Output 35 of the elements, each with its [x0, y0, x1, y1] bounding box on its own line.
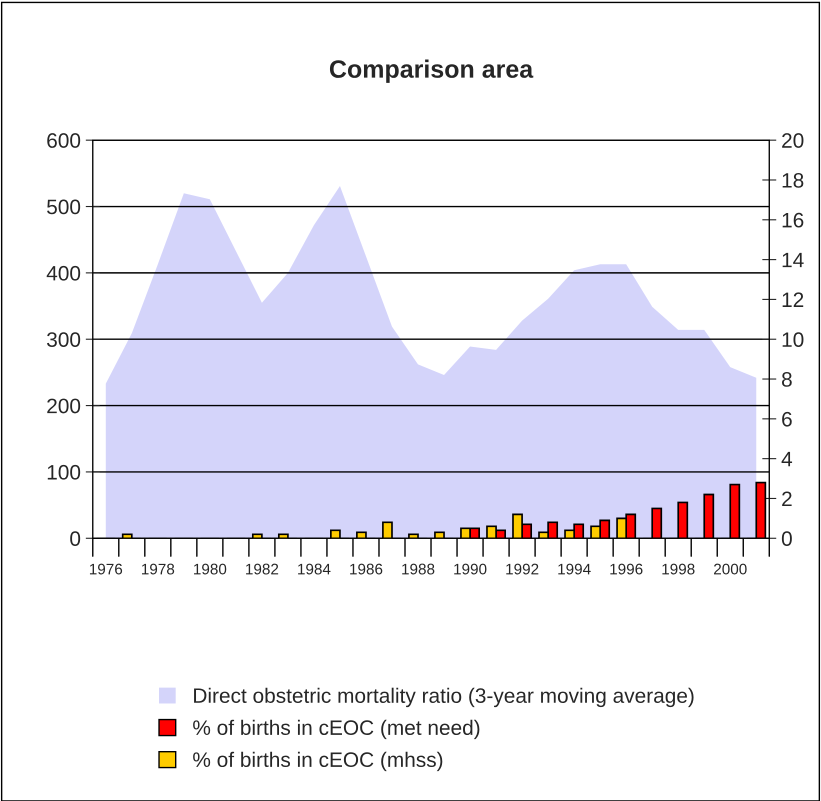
x-tick-label: 1998: [662, 564, 695, 574]
x-tick-label: 1996: [610, 564, 642, 574]
legend-label: % of births in cEOC (met need): [193, 720, 480, 740]
x-tick-label: 1986: [350, 564, 382, 574]
legend-label: Direct obstetric mortality ratio (3-year moving average): [194, 688, 694, 708]
x-tick-label: 1980: [194, 564, 226, 574]
y-tick-label: 100: [48, 464, 80, 480]
x-tick-label: 1992: [506, 564, 538, 574]
y2-tick-label: 18: [782, 172, 804, 188]
y2-tick-label: 20: [782, 133, 804, 148]
legend-label: % of births in cEOC (mhss): [193, 752, 442, 772]
y2-tick-label: 10: [782, 332, 804, 347]
y-tick-label: 300: [47, 332, 80, 347]
x-tick-label: 1978: [142, 564, 174, 574]
chart-title: Comparison area: [330, 60, 534, 83]
x-tick-label: 1994: [558, 564, 591, 574]
y2-tick-label: 6: [782, 412, 792, 427]
y2-tick-label: 2: [782, 491, 792, 506]
y2-tick-label: 16: [782, 212, 804, 228]
y-tick-label: 0: [70, 531, 80, 546]
y2-tick-label: 8: [782, 372, 792, 387]
y2-tick-label: 12: [782, 292, 804, 307]
y2-tick-label: 14: [782, 252, 804, 268]
y-tick-label: 500: [47, 200, 80, 214]
y2-tick-label: 0: [782, 531, 792, 546]
x-tick-label: 1976: [90, 564, 122, 574]
y-tick-label: 200: [47, 398, 80, 414]
x-tick-label: 1984: [298, 564, 330, 574]
x-tick-label: 2000: [714, 564, 747, 574]
y-tick-label: 400: [46, 266, 80, 281]
x-tick-label: 1988: [402, 564, 434, 574]
y-tick-label: 600: [47, 133, 80, 148]
x-tick-label: 1990: [454, 564, 486, 574]
x-tick-label: 1982: [246, 564, 278, 574]
y2-tick-label: 4: [782, 452, 792, 466]
